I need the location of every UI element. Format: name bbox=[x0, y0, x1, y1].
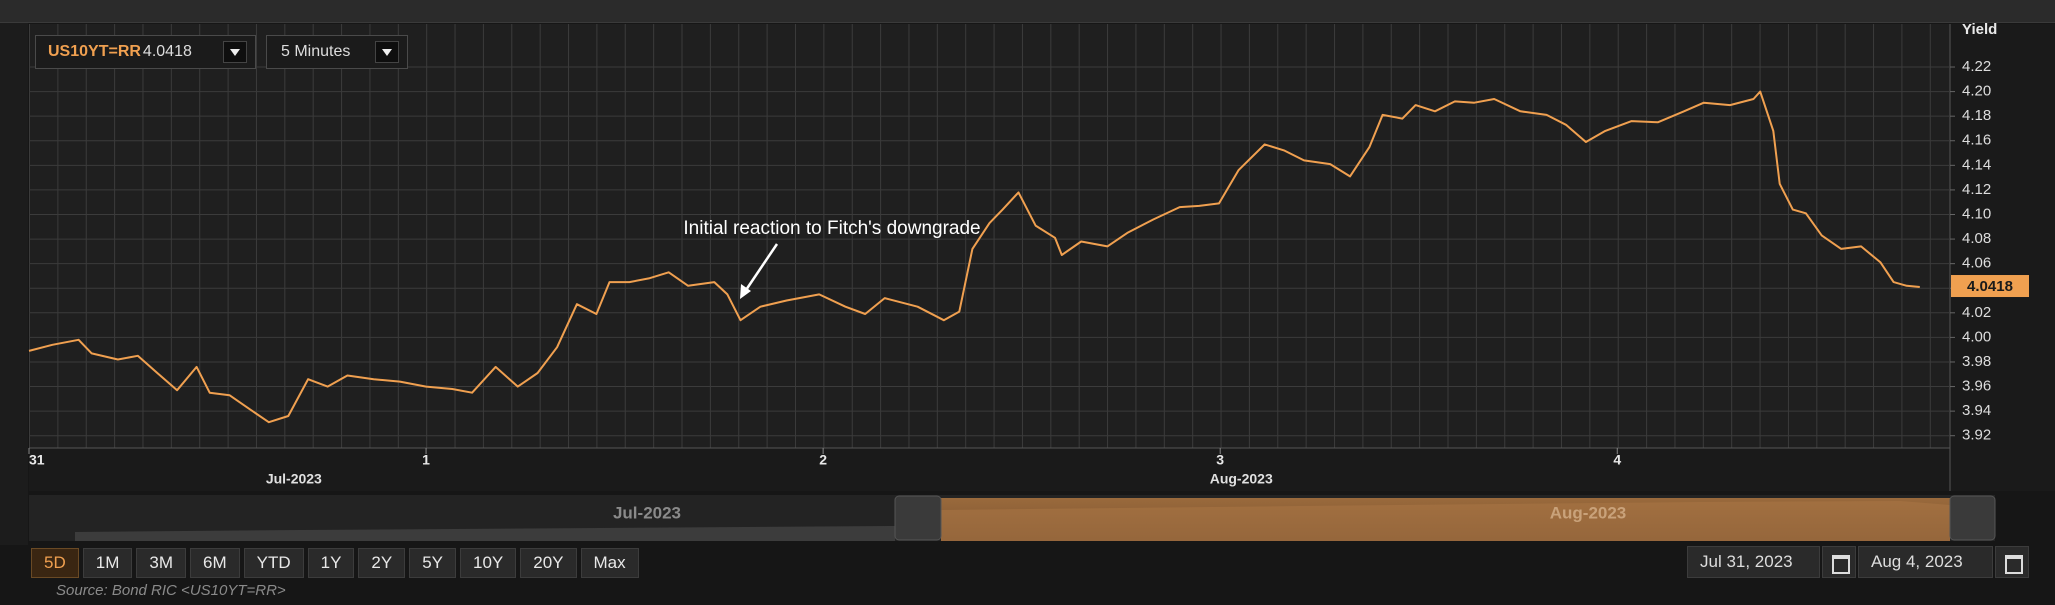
y-tick-label: 4.10 bbox=[1962, 205, 1991, 222]
end-date[interactable]: Aug 4, 2023 bbox=[1858, 546, 1993, 578]
navigator-handle-left[interactable] bbox=[894, 495, 942, 541]
y-tick-label: 4.12 bbox=[1962, 181, 1991, 198]
dropdown-button[interactable] bbox=[223, 41, 247, 63]
interval: 5 Minutes bbox=[281, 43, 351, 60]
range-button[interactable]: 6M bbox=[189, 548, 240, 578]
calendar-button[interactable] bbox=[1995, 546, 2029, 578]
navigator-label: Aug-2023 bbox=[1550, 503, 1627, 522]
y-axis-area bbox=[1950, 24, 2055, 491]
y-axis-label: Yield bbox=[1962, 21, 1997, 38]
y-tick-label: 3.94 bbox=[1962, 402, 1991, 419]
top-bar bbox=[0, 0, 2055, 23]
vertical-grid bbox=[29, 24, 1950, 448]
navigator-area bbox=[941, 501, 1950, 541]
range-button[interactable]: Max bbox=[580, 548, 639, 578]
y-tick-label: 4.08 bbox=[1962, 230, 1991, 247]
interval-selector[interactable]: 5 Minutes bbox=[266, 35, 408, 69]
annotation-arrow bbox=[742, 243, 779, 294]
range-buttons: 5D 1M 3M 6M YTD 1Y 2Y 5Y 10Y 20Y Max bbox=[31, 548, 639, 578]
range-button[interactable]: 5D bbox=[31, 548, 79, 578]
x-tick-label: 4 bbox=[1613, 452, 1621, 468]
instrument-value: 4.0418 bbox=[142, 43, 192, 60]
range-button[interactable]: 5Y bbox=[409, 548, 456, 578]
last-value-label: 4.0418 bbox=[1967, 278, 2013, 295]
y-tick-label: 4.18 bbox=[1962, 107, 1991, 124]
dropdown-button[interactable] bbox=[375, 41, 399, 63]
y-tick-label: 3.96 bbox=[1962, 378, 1991, 395]
instrument: US10YT=RR bbox=[48, 43, 141, 60]
x-tick-label: 1 bbox=[422, 452, 430, 468]
annotation: Initial reaction to Fitch's downgrade bbox=[683, 218, 980, 239]
y-tick-label: 4.20 bbox=[1962, 83, 1991, 100]
month-label: Aug-2023 bbox=[1210, 471, 1273, 487]
range-button[interactable]: 20Y bbox=[520, 548, 577, 578]
x-axis-area bbox=[29, 448, 1950, 491]
last-value-box bbox=[1951, 275, 2029, 298]
y-tick-label: 4.16 bbox=[1962, 132, 1991, 149]
chart: Yield Jul-2023 Aug-2023 Initial reaction… bbox=[0, 20, 2055, 545]
month-label: Jul-2023 bbox=[266, 471, 322, 487]
y-tick-label: 4.06 bbox=[1962, 255, 1991, 272]
annotation-arrowhead bbox=[740, 284, 751, 299]
navigator-history bbox=[75, 526, 895, 541]
y-tick-label: 4.02 bbox=[1962, 304, 1991, 321]
source: Source: Bond RIC <US10YT=RR> bbox=[56, 582, 286, 599]
yield-line bbox=[28, 90, 1920, 424]
range-button[interactable]: 1Y bbox=[307, 548, 355, 578]
x-tick-label: 31 bbox=[29, 452, 45, 468]
x-tick-label: 3 bbox=[1216, 452, 1224, 468]
y-tick-label: 3.98 bbox=[1962, 353, 1991, 370]
y-tick-label: 4.14 bbox=[1962, 156, 1991, 173]
range-button[interactable]: 1M bbox=[82, 548, 133, 578]
navigator-label: Jul-2023 bbox=[613, 503, 681, 522]
start-date[interactable]: Jul 31, 2023 bbox=[1687, 546, 1820, 578]
range-button[interactable]: YTD bbox=[243, 548, 304, 578]
y-tick-label: 4.22 bbox=[1962, 58, 1991, 75]
range-button[interactable]: 10Y bbox=[460, 548, 517, 578]
instrument-selector[interactable]: US10YT=RR 4.0418 bbox=[35, 35, 256, 69]
calendar-button[interactable] bbox=[1822, 546, 1856, 578]
left-border bbox=[0, 23, 28, 545]
x-tick-label: 2 bbox=[819, 452, 827, 468]
y-tick-label: 4.00 bbox=[1962, 328, 1991, 345]
navigator-handle-right[interactable] bbox=[1949, 495, 1996, 541]
y-tick-label: 3.92 bbox=[1962, 427, 1991, 444]
range-button[interactable]: 3M bbox=[136, 548, 186, 578]
range-button[interactable]: 2Y bbox=[358, 548, 406, 578]
